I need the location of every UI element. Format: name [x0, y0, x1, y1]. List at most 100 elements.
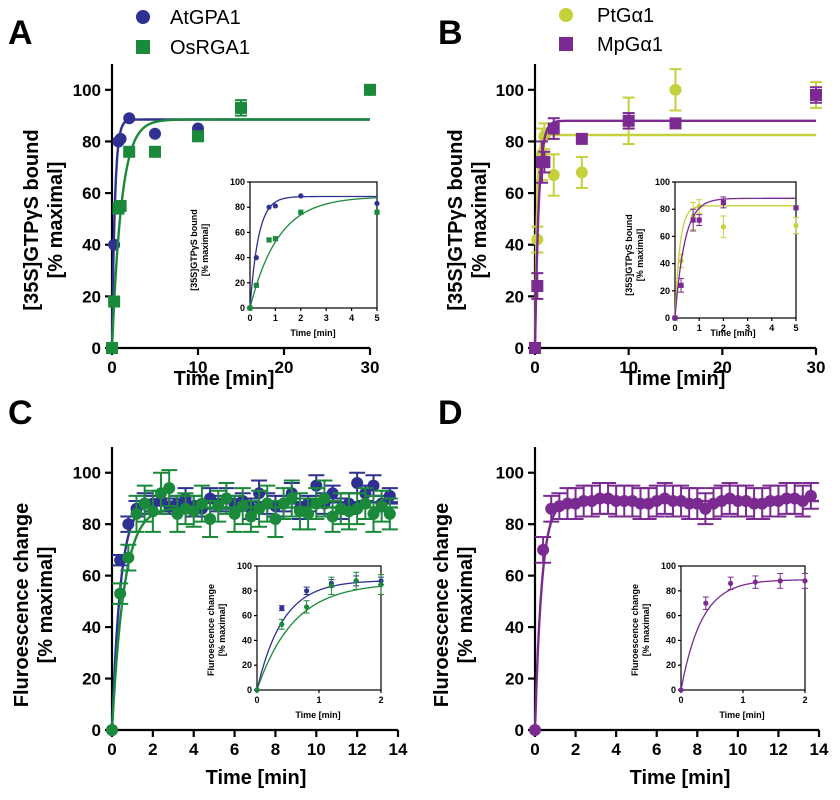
inset-a-atgpa1-point: [298, 193, 304, 199]
inset-d-mpga1-point: [678, 687, 684, 693]
inset-y-title-c-line2: [% maximal]: [217, 604, 227, 657]
panel-d-mpga1-point: [804, 489, 817, 502]
panel-c-atgpa1-point: [122, 518, 135, 531]
inset-b-y-tick-label: 20: [660, 286, 670, 296]
panel-a-atgpa1-point: [123, 112, 136, 125]
panel-a-atgpa1-point: [149, 127, 161, 140]
panel-c-osrga1-point: [163, 482, 176, 495]
panel-a-osrga1-point: [123, 145, 136, 158]
inset-c-osrga1-point: [279, 621, 285, 627]
inset-a-atgpa1-point: [374, 200, 380, 207]
inset-c-y-tick-label: 100: [237, 561, 252, 571]
y-axis-title-b: [35S]GTPγS bound [% maximal]: [445, 129, 491, 310]
legend-marker-osrga1: [136, 40, 150, 54]
panel-b: B PtGα1 MpGα1 [35S]GTPγS bound [% maxima…: [438, 5, 825, 390]
inset-d-mpga1-fit-curve: [680, 579, 806, 691]
inset-y-title-d-line1: Fluroescence change: [630, 584, 640, 676]
inset-y-title-b: [35S]GTPγS bound [% maximal]: [624, 214, 645, 296]
inset-c-atgpa1-fit-curve: [256, 580, 382, 691]
inset-a-atgpa1-point: [272, 203, 278, 209]
panel-c-x-tick-label: 10: [307, 740, 326, 759]
legend-label-mpga1: MpGα1: [597, 34, 663, 56]
panel-a-osrga1-point: [108, 295, 121, 308]
panel-b-mpga1-point: [547, 122, 560, 135]
panel-a-osrga1-point: [364, 83, 376, 96]
legend-label-atgpa1: AtGPA1: [170, 7, 241, 29]
inset-a-y-tick-label: 20: [235, 278, 245, 288]
inset-a-y-tick-label: 100: [230, 177, 245, 187]
inset-a-osrga1-point: [266, 237, 272, 243]
inset-d-y-tick-label: 80: [666, 586, 676, 596]
panel-c-osrga1-point: [383, 507, 396, 520]
inset-a-x-tick-label: 3: [324, 313, 329, 323]
panel-d-mpga1-point: [537, 543, 550, 556]
panel-a-y-tick-label: 60: [82, 184, 101, 203]
inset-a-x-tick-label: 1: [273, 313, 278, 323]
panel-d-x-tick-label: 12: [769, 740, 788, 759]
x-axis-title-a: Time [min]: [174, 368, 275, 390]
panel-letter-c: C: [8, 394, 33, 432]
inset-b-ptga1-point: [793, 222, 799, 229]
inset-a-y-tick-label: 40: [235, 253, 245, 263]
inset-c-frame: [256, 565, 382, 691]
legend-b: PtGα1 MpGα1: [559, 5, 663, 56]
x-axis-title-d: Time [min]: [630, 767, 731, 789]
panel-c-osrga1-point: [122, 551, 135, 564]
inset-a-x-tick-label: 5: [374, 313, 379, 323]
panel-a-y-tick-label: 80: [82, 132, 101, 151]
panel-d-x-tick-label: 8: [693, 740, 702, 759]
panel-c-x-tick-label: 4: [189, 740, 199, 759]
panel-d: D Fluroescence change [% maximal] Time […: [431, 394, 829, 789]
inset-c-y-tick-label: 0: [247, 685, 252, 695]
inset-a-axes: 0 1 2 3 4 5 0 20 40 60 80 100: [230, 177, 380, 323]
panel-d-x-tick-label: 4: [611, 740, 621, 759]
panel-letter-a: A: [8, 14, 33, 52]
inset-c-osrga1-fit-curve: [256, 585, 382, 691]
panel-a-y-tick-label: 100: [73, 81, 101, 100]
panel-letter-b: B: [438, 14, 463, 52]
panel-a-x-tick-label: 20: [275, 358, 294, 377]
legend-label-ptga1: PtGα1: [597, 5, 654, 27]
inset-b-y-tick-label: 60: [660, 231, 670, 241]
panel-c-osrga1-point: [326, 510, 339, 523]
panel-c-osrga1-point: [195, 497, 208, 510]
panel-b-mpga1-point: [622, 114, 635, 127]
panel-b-mpga1-point: [810, 88, 822, 101]
inset-y-title-a-line1: [35S]GTPγS bound: [189, 209, 199, 291]
inset-b-y-tick-label: 80: [660, 204, 670, 214]
inset-a-x-tick-label: 2: [298, 313, 303, 323]
panel-c-x-tick-label: 8: [271, 740, 280, 759]
panel-a-osrga1-point: [106, 342, 118, 354]
inset-d-mpga1-point: [777, 578, 783, 584]
panel-b-ptga1-point: [669, 83, 682, 96]
inset-y-title-c-line1: Fluroescence change: [206, 584, 216, 676]
inset-y-title-b-line1: [35S]GTPγS bound: [624, 214, 634, 296]
panel-d-y-tick-label: 40: [505, 618, 524, 637]
inset-d-x-tick-label: 1: [740, 695, 745, 705]
panel-letter-d: D: [438, 394, 463, 432]
panel-c-osrga1-point: [146, 505, 159, 518]
inset-d-mpga1-point: [728, 580, 734, 586]
panel-b-mpga1-point: [538, 156, 551, 169]
inset-d-mpga1-point: [752, 579, 759, 585]
inset-a-osrga1-point: [272, 236, 278, 242]
y-axis-title-d-line2: [% maximal]: [455, 547, 477, 664]
panel-b-mpga1-point: [531, 280, 544, 293]
panel-a-osrga1-point: [192, 130, 204, 143]
panel-b-y-tick-label: 20: [505, 287, 524, 306]
panel-c-osrga1-point: [359, 497, 372, 510]
panel-a-y-tick-label: 0: [92, 339, 101, 358]
panel-c-osrga1-point: [114, 587, 127, 600]
panel-c-y-tick-label: 40: [82, 618, 101, 637]
inset-a-frame: [249, 181, 378, 309]
inset-y-title-a: [35S]GTPγS bound [% maximal]: [189, 209, 210, 291]
y-axis-title-a-line1: [35S]GTPγS bound: [21, 129, 43, 310]
inset-b-mpga1-point: [793, 205, 799, 211]
legend-marker-ptga1: [559, 8, 573, 22]
